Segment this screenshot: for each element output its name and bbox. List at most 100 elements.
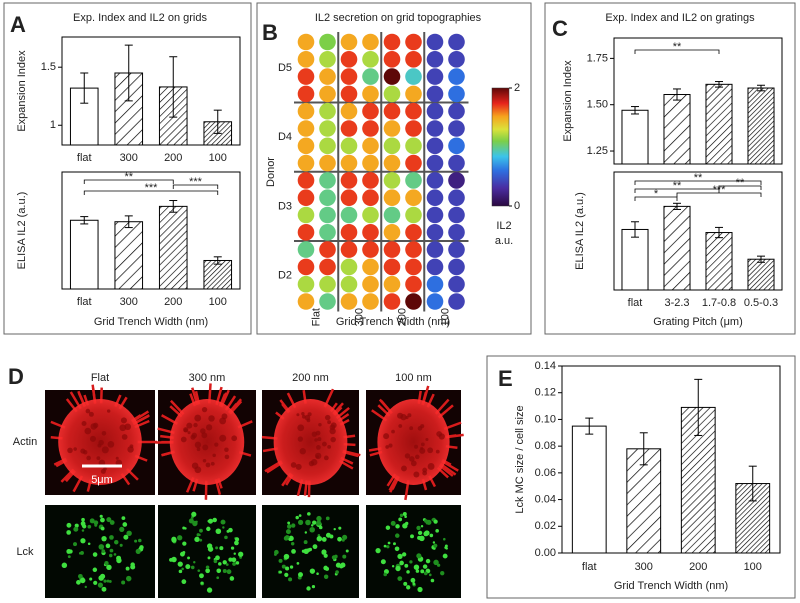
dot	[362, 120, 379, 137]
lck-dot	[98, 544, 105, 550]
lck-dot	[323, 553, 328, 558]
dot	[340, 102, 358, 120]
lck-dot	[228, 557, 233, 562]
lck-dot	[309, 526, 315, 533]
lck-dot	[312, 520, 317, 525]
lck-dot	[321, 549, 327, 555]
y-tick-label: 1.5	[41, 61, 56, 73]
actin-speck	[98, 439, 104, 446]
dot	[383, 154, 401, 172]
lck-dot	[219, 546, 224, 551]
lck-dot	[135, 548, 141, 554]
lck-dot	[92, 552, 98, 557]
x-tick-label: 300	[635, 561, 653, 573]
lck-dot	[235, 561, 240, 565]
actin-speck	[194, 466, 202, 474]
dot	[340, 275, 358, 293]
actin-speck	[427, 463, 435, 470]
bar	[114, 221, 144, 290]
lck-dot	[106, 517, 112, 523]
dot	[383, 120, 401, 137]
actin-cell	[169, 399, 245, 485]
lck-dot	[126, 575, 132, 582]
dot	[340, 154, 358, 172]
actin-speck	[327, 444, 332, 449]
lck-dot	[93, 580, 98, 585]
lck-dot	[108, 553, 113, 558]
dot	[405, 51, 422, 68]
lck-dot	[231, 557, 237, 563]
panel-letter: B	[262, 20, 278, 45]
lck-dot	[399, 560, 404, 566]
dot	[383, 224, 401, 241]
lck-dot	[101, 536, 107, 542]
actin-speck	[101, 430, 107, 436]
lck-dot	[138, 538, 142, 543]
lck-dot	[394, 546, 400, 552]
lck-dot	[281, 564, 286, 569]
bar	[158, 205, 188, 290]
lck-dot	[303, 540, 308, 545]
actin-speck	[314, 438, 318, 442]
actin-speck	[383, 433, 390, 440]
lck-dot	[317, 534, 321, 537]
lck-dot	[311, 524, 314, 527]
lck-dot	[345, 549, 349, 553]
panel-a-frame	[3, 2, 252, 335]
error-bar	[757, 84, 765, 92]
lck-dot	[114, 539, 119, 545]
y-tick-label: 0.14	[535, 360, 556, 372]
panel-letter: D	[8, 364, 24, 389]
actin-speck	[100, 468, 106, 474]
dot	[383, 293, 401, 310]
x-tick-label: 0.5-0.3	[744, 297, 778, 309]
actin-speck	[81, 421, 87, 427]
lck-dot	[181, 567, 184, 571]
lck-dot	[395, 524, 400, 529]
significance-label: ***	[145, 182, 159, 194]
dot	[405, 206, 422, 224]
error-bar	[169, 200, 178, 213]
column-label: 100	[440, 308, 452, 326]
error-bar	[639, 432, 648, 466]
lck-dot	[426, 519, 432, 525]
lck-dot	[213, 559, 218, 564]
actin-speck	[435, 449, 440, 454]
actin-speck	[316, 445, 321, 450]
lck-image	[158, 505, 256, 598]
lck-dot	[316, 535, 323, 542]
lck-dot	[312, 544, 318, 550]
lck-dot	[406, 585, 411, 590]
dot	[319, 172, 336, 189]
lck-dot	[393, 542, 396, 546]
dot	[405, 241, 422, 258]
dot	[297, 189, 315, 206]
dot	[340, 120, 358, 137]
lck-dot	[123, 534, 129, 540]
lck-dot	[66, 522, 72, 528]
error-bar	[585, 417, 594, 435]
lck-dot	[181, 579, 187, 585]
panel-letter: C	[552, 16, 568, 41]
lck-dot	[395, 533, 400, 538]
lck-dot	[222, 560, 227, 565]
dot	[340, 137, 358, 155]
lck-dot	[230, 546, 235, 550]
actin-speck	[85, 408, 91, 414]
actin-speck	[124, 423, 132, 431]
lck-dot	[308, 547, 313, 552]
bar	[69, 219, 99, 290]
lck-dot	[285, 566, 290, 571]
lck-dot	[323, 565, 328, 571]
actin-speck	[186, 422, 193, 429]
lck-dot	[285, 529, 291, 535]
actin-speck	[196, 447, 201, 452]
dot	[383, 137, 401, 155]
actin-speck	[401, 465, 407, 472]
column-label: 200	[397, 308, 409, 326]
lck-dot	[417, 530, 423, 536]
lck-dot	[68, 549, 73, 554]
dot	[426, 102, 444, 120]
dot	[362, 224, 379, 241]
actin-speck	[427, 447, 434, 454]
